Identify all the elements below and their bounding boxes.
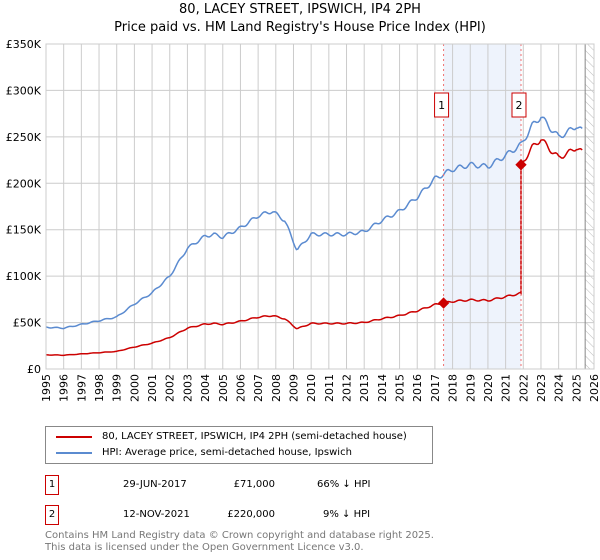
x-tick-label: 2011 <box>323 374 336 402</box>
x-tick-label: 2006 <box>234 374 247 402</box>
x-tick-label: 2008 <box>270 374 283 402</box>
x-tick-label: 2016 <box>411 374 424 402</box>
x-tick-label: 1997 <box>75 374 88 402</box>
transaction-marker: 1 <box>45 475 59 495</box>
x-tick-label: 2012 <box>341 374 354 402</box>
x-tick-label: 2026 <box>588 374 600 402</box>
sale-label-box <box>511 92 527 118</box>
y-tick-label: £200K <box>6 177 42 190</box>
legend-red-line <box>56 435 92 438</box>
plot-border <box>45 43 595 370</box>
x-tick-label: 2015 <box>394 374 407 402</box>
sale-label: 2 <box>515 99 522 112</box>
transaction-row: 1 29-JUN-2017 £71,000 66% ↓ HPI <box>45 475 425 495</box>
legend-hpi: HPI: Average price, semi-detached house,… <box>102 447 352 458</box>
x-tick-label: 2013 <box>358 374 371 402</box>
footer-line: This data is licensed under the Open Gov… <box>45 542 364 553</box>
transaction-marker: 2 <box>45 505 59 525</box>
sale-label-box <box>434 92 450 118</box>
sale-period-shading <box>443 44 521 369</box>
legend-price-paid: 80, LACEY STREET, IPSWICH, IP4 2PH (semi… <box>102 431 407 442</box>
chart: 1995 1996 1997 1998 1999 2000 2001 2002 2003 2004… <box>6 38 600 402</box>
sale-point <box>437 297 450 309</box>
x-tick-label: 2000 <box>128 374 141 402</box>
sale-label: 1 <box>438 99 445 112</box>
x-tick-label: 2010 <box>305 374 318 402</box>
y-tick-label: £300K <box>6 84 42 97</box>
y-tick-label: £0 <box>27 363 41 376</box>
x-tick-label: 2002 <box>164 374 177 402</box>
x-tick-label: 2001 <box>146 374 159 402</box>
transaction-hpi: 66% ↓ HPI <box>317 479 371 490</box>
x-tick-label: 1999 <box>111 374 124 402</box>
y-tick-label: £150K <box>6 224 42 237</box>
x-tick-label: 2020 <box>482 374 495 402</box>
footer-line: Contains HM Land Registry data © Crown c… <box>45 530 434 541</box>
x-tick-label: 2007 <box>252 374 265 402</box>
x-tick-label: 1998 <box>93 374 106 402</box>
transaction-date: 29-JUN-2017 <box>123 479 187 490</box>
x-tick-label: 2014 <box>376 374 389 402</box>
x-tick-label: 2022 <box>517 374 530 402</box>
x-tick-label: 2005 <box>217 374 230 402</box>
transaction-hpi: 9% ↓ HPI <box>323 509 371 520</box>
x-tick-label: 2018 <box>447 374 460 402</box>
hpi-line <box>45 116 583 330</box>
x-tick-label: 2025 <box>570 374 583 402</box>
x-tick-label: 2019 <box>464 374 477 402</box>
y-tick-label: £100K <box>6 270 42 283</box>
transaction-row: 2 12-NOV-2021 £220,000 9% ↓ HPI <box>45 505 425 525</box>
y-tick-label: £350K <box>6 38 42 51</box>
transaction-date: 12-NOV-2021 <box>123 509 190 520</box>
x-tick-label: 1996 <box>58 374 71 402</box>
sale-point <box>515 159 527 171</box>
x-tick-label: 2003 <box>181 374 194 402</box>
legend-blue-line <box>56 451 92 454</box>
y-tick-label: £250K <box>6 131 42 144</box>
x-tick-label: 2024 <box>553 374 566 402</box>
x-tick-label: 2017 <box>429 374 442 402</box>
x-tick-label: 1995 <box>40 374 53 402</box>
x-tick-label: 2004 <box>199 374 212 402</box>
x-tick-label: 2009 <box>287 374 300 402</box>
price-paid-line <box>45 139 583 357</box>
footer: Contains HM Land Registry data © Crown c… <box>45 530 434 554</box>
chart-title: 80, LACEY STREET, IPSWICH, IP4 2PH <box>179 2 421 17</box>
x-tick-label: 2023 <box>535 374 548 402</box>
x-tick-label: 2021 <box>500 374 513 402</box>
transaction-price: £71,000 <box>233 479 275 490</box>
chart-subtitle: Price paid vs. HM Land Registry's House … <box>114 20 486 35</box>
legend: 80, LACEY STREET, IPSWICH, IP4 2PH (semi… <box>45 426 433 464</box>
transaction-price: £220,000 <box>227 509 275 520</box>
forecast-hatch <box>585 44 594 369</box>
y-tick-label: £50K <box>13 317 42 330</box>
